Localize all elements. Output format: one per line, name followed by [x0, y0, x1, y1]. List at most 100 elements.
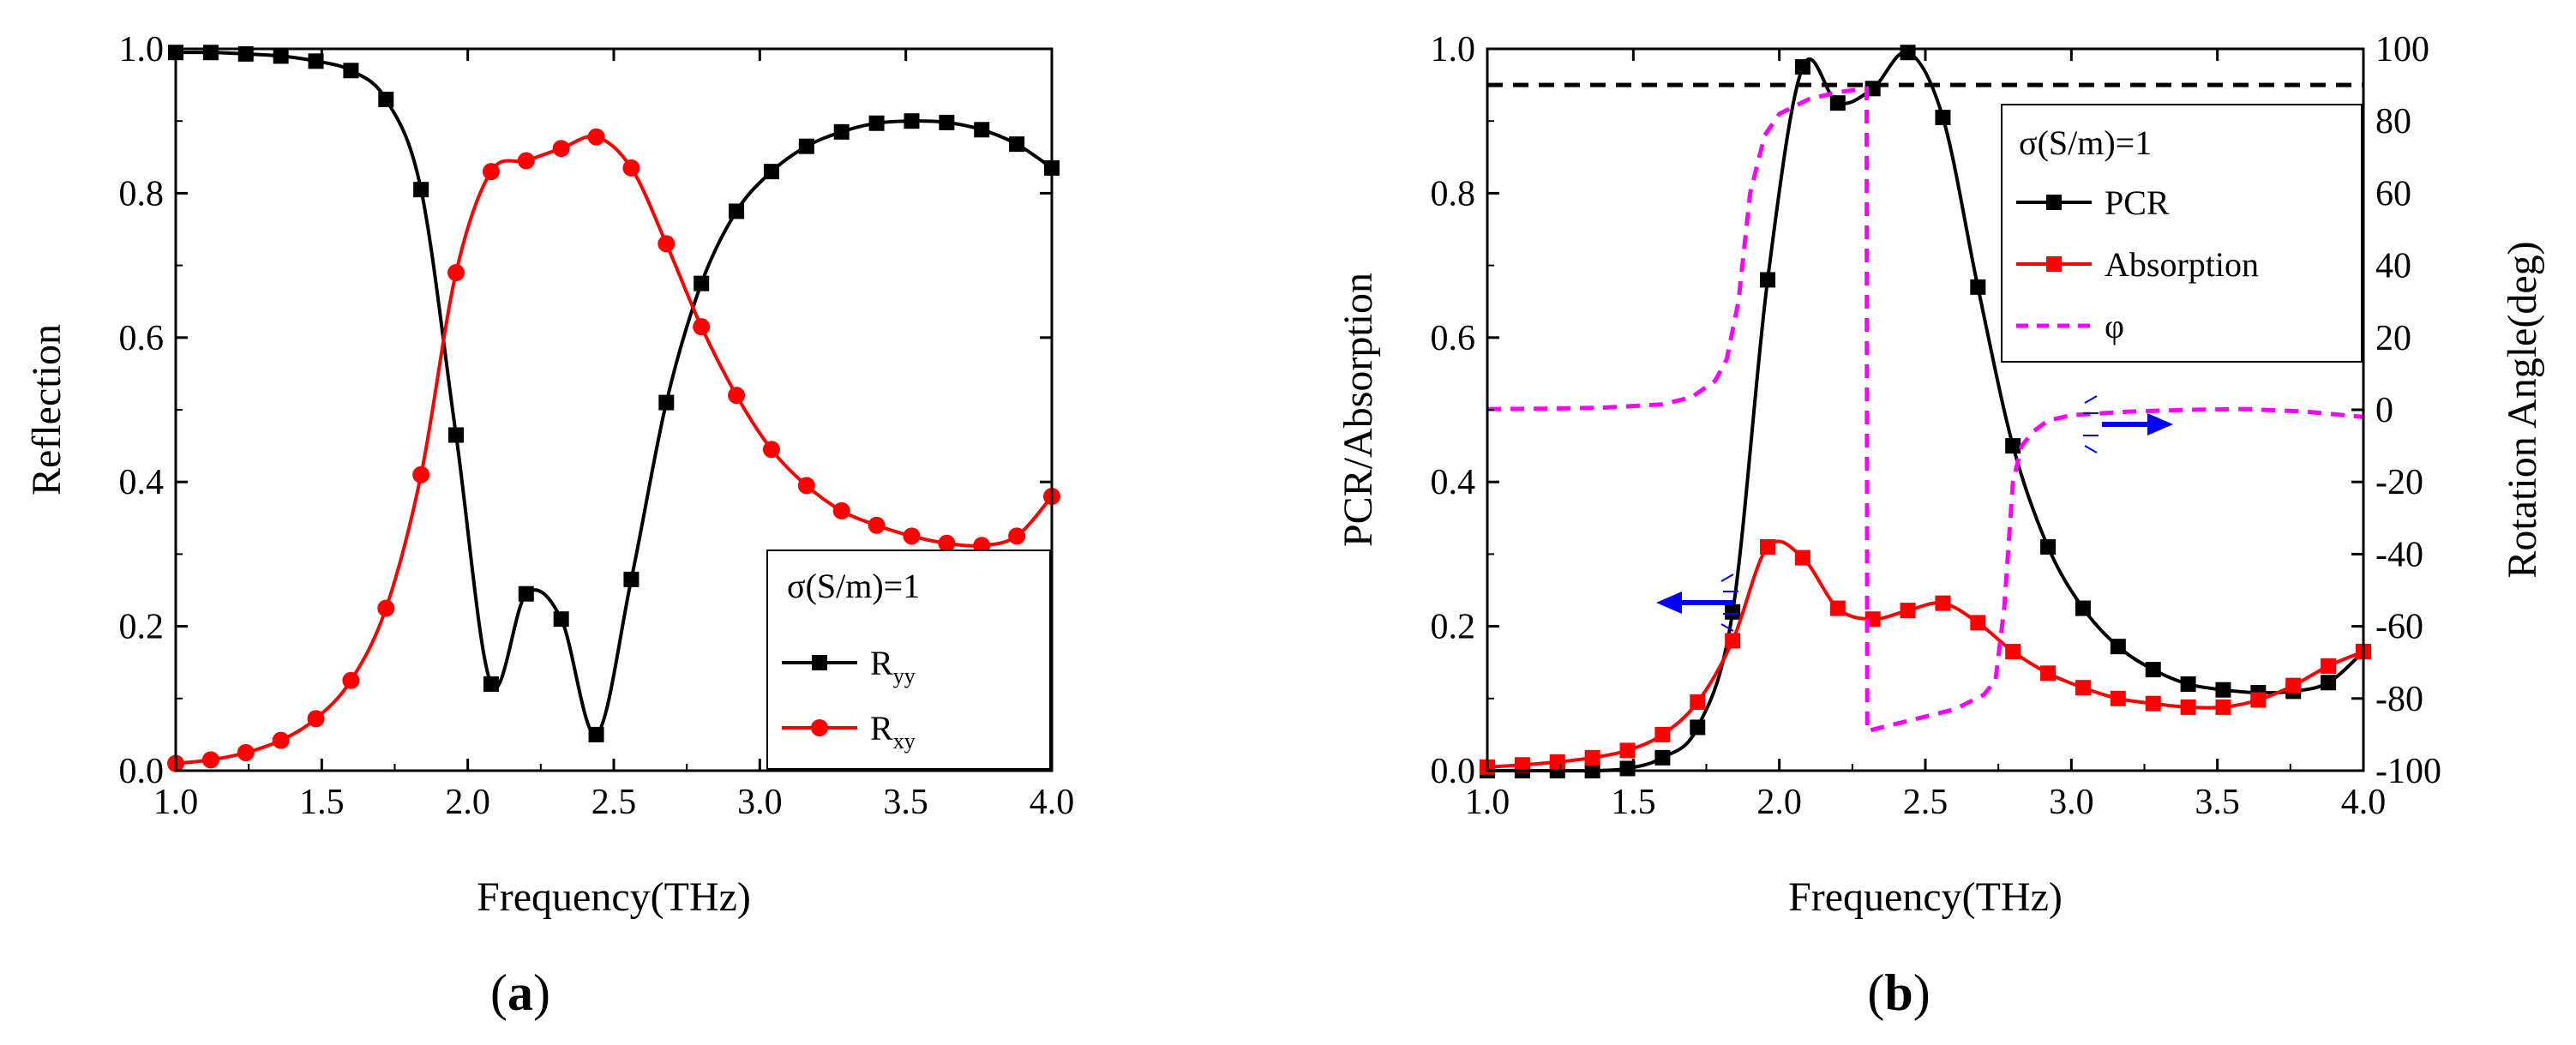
panel-b-y2-axis-label: Rotation Angle(deg): [2500, 241, 2545, 578]
panel-b-point-absorption: [1549, 754, 1565, 770]
panel-b-x-tick-label: 2.5: [1903, 783, 1949, 822]
panel-b-point-pcr: [1935, 109, 1951, 125]
panel-a-legend-ryy-sub: yy: [893, 664, 916, 688]
panel-b-point-pcr: [2321, 675, 2337, 691]
panel-b-legend: σ(S/m)=1 PCR Absorption φ: [2001, 104, 2363, 363]
panel-b-point-absorption: [1900, 603, 1916, 619]
chart-panel-b: 1.0 1.5 2.0 2.5 3.0 3.5 4.0 0.0 0.2 0.4 0.6 0.8 1.0 -…: [1336, 30, 2545, 1021]
panel-a-ticks: 1.0 1.5 2.0 2.5 3.0 3.5 4.0 0.0 0.2 0.4 0.6 0.8 1.0: [119, 30, 1075, 822]
panel-a-point-r-yy: [974, 122, 990, 138]
panel-b-point-absorption: [2285, 677, 2302, 694]
panel-a-point-r-yy: [729, 203, 745, 219]
panel-a-point-r-yy: [588, 726, 604, 742]
panel-b-point-absorption: [1829, 600, 1846, 616]
panel-b-legend-box: [2001, 104, 2363, 363]
panel-a-x-tick-label: 3.5: [883, 783, 928, 822]
panel-b-point-absorption: [2005, 644, 2021, 660]
panel-b-point-pcr: [2110, 639, 2126, 655]
panel-a-point-r-xy: [412, 465, 430, 483]
panel-b-y-tick-label: 0.4: [1431, 463, 1476, 502]
panel-a-point-r-xy: [938, 534, 956, 552]
right-axis-arrow-icon: [2083, 395, 2173, 453]
panel-b-x-tick-label: 2.0: [1756, 783, 1802, 822]
panel-a-x-tick-label: 2.5: [591, 783, 637, 822]
panel-b-point-pcr: [1760, 272, 1776, 288]
panel-b-y2-tick-label: 0: [2375, 391, 2393, 430]
panel-b-legend-title: σ(S/m)=1: [2019, 123, 2152, 162]
panel-a-point-r-yy: [763, 164, 779, 180]
panel-a-point-r-yy: [658, 394, 675, 411]
panel-b-ticks: 1.0 1.5 2.0 2.5 3.0 3.5 4.0 0.0 0.2 0.4 0.6 0.8 1.0 -…: [1431, 30, 2442, 822]
panel-b-y2-tick-label: 40: [2375, 247, 2411, 286]
panel-b-point-absorption: [1654, 726, 1671, 742]
panel-b-y2-tick-label: -60: [2375, 608, 2423, 647]
panel-a-point-r-yy: [623, 571, 639, 587]
panel-a-point-r-xy: [1008, 527, 1026, 545]
panel-b-y2-tick-label: 20: [2375, 319, 2411, 358]
panel-a-caption: (a): [490, 964, 550, 1021]
panel-b-legend-marker-absorption: [2046, 256, 2062, 272]
panel-a-point-r-xy: [903, 527, 921, 545]
panel-a-point-r-yy: [202, 45, 219, 61]
panel-b-y2-tick-label: 60: [2375, 174, 2411, 213]
panel-a-x-tick-label: 4.0: [1030, 783, 1075, 822]
panel-b-point-absorption: [2145, 695, 2161, 712]
panel-a-point-r-xy: [868, 516, 886, 534]
panel-b-point-pcr: [2180, 676, 2196, 692]
panel-b-point-absorption: [1970, 615, 1986, 631]
panel-b-y-axis-label: PCR/Absorption: [1336, 273, 1381, 547]
panel-b-caption-close: ): [1913, 964, 1930, 1021]
panel-a-point-r-xy: [693, 318, 711, 336]
panel-b-point-absorption: [1760, 538, 1776, 555]
panel-b-caption: (b): [1867, 964, 1930, 1021]
panel-a-point-r-xy: [622, 159, 640, 177]
panel-a-x-axis-label: Frequency(THz): [477, 874, 751, 920]
panel-a-point-r-yy: [904, 113, 920, 129]
panel-b-point-pcr: [1864, 81, 1881, 97]
panel-b-y2-tick-label: 100: [2375, 30, 2429, 69]
panel-a-point-r-yy: [833, 123, 850, 140]
panel-a-caption-open: (: [490, 964, 507, 1021]
panel-a-point-r-xy: [832, 501, 850, 519]
panel-a-point-r-xy: [307, 710, 325, 728]
panel-a-y-tick-label: 1.0: [119, 30, 165, 69]
panel-a-point-r-xy: [201, 751, 219, 769]
chart-panel-a: 1.0 1.5 2.0 2.5 3.0 3.5 4.0 0.0 0.2 0.4 0.6 0.81.0 …: [24, 30, 1074, 1021]
panel-a-legend: σ(S/m)=1 Ryy Rxy: [766, 550, 1051, 770]
panel-b-series-line--: [1486, 86, 2364, 734]
panel-a-point-r-xy: [517, 152, 535, 170]
left-axis-arrow-icon: [1656, 574, 1738, 632]
panel-b-x-tick-label: 3.0: [2049, 783, 2094, 822]
panel-a-legend-rxy-name: R: [870, 709, 893, 748]
panel-b-series-line-absorption: [1486, 539, 2364, 769]
panel-b-point-pcr: [2040, 538, 2057, 555]
panel-a-point-r-yy: [413, 182, 429, 198]
panel-a-point-r-yy: [483, 676, 499, 692]
panel-b-point-absorption: [1619, 742, 1636, 759]
panel-a-point-r-yy: [1009, 136, 1025, 153]
panel-b-y-tick-label: 0.2: [1431, 608, 1476, 647]
panel-b-point-absorption: [2250, 692, 2267, 708]
panel-b-legend-absorption: Absorption: [2105, 245, 2259, 284]
panel-b-point-pcr: [1970, 279, 1986, 295]
panel-b-point-pcr: [1829, 95, 1846, 111]
panel-b-point-absorption: [2321, 658, 2337, 674]
panel-b-point-absorption: [1725, 633, 1741, 649]
panel-b-x-tick-label: 4.0: [2341, 783, 2387, 822]
panel-a-point-r-yy: [378, 91, 394, 107]
panel-a-point-r-xy: [658, 235, 676, 253]
panel-b-point-pcr: [1794, 59, 1810, 75]
panel-b-point-absorption: [1690, 694, 1706, 711]
panel-a-point-r-xy: [587, 128, 605, 146]
panel-b-point-absorption: [1935, 595, 1951, 611]
panel-a-legend-ryy: Ryy: [870, 644, 916, 688]
panel-a-point-r-xy: [272, 731, 290, 749]
panel-b-data-layer: [1480, 45, 2371, 778]
panel-b-legend-phi: φ: [2105, 307, 2124, 345]
panel-a-x-tick-label: 3.0: [737, 783, 783, 822]
panel-b-point-pcr: [2005, 438, 2021, 454]
panel-b-x-axis-label: Frequency(THz): [1788, 874, 2063, 920]
panel-a-legend-marker-rxy: [811, 719, 828, 736]
panel-b-point-pcr: [1654, 749, 1671, 766]
panel-b-point-absorption: [2075, 680, 2091, 696]
